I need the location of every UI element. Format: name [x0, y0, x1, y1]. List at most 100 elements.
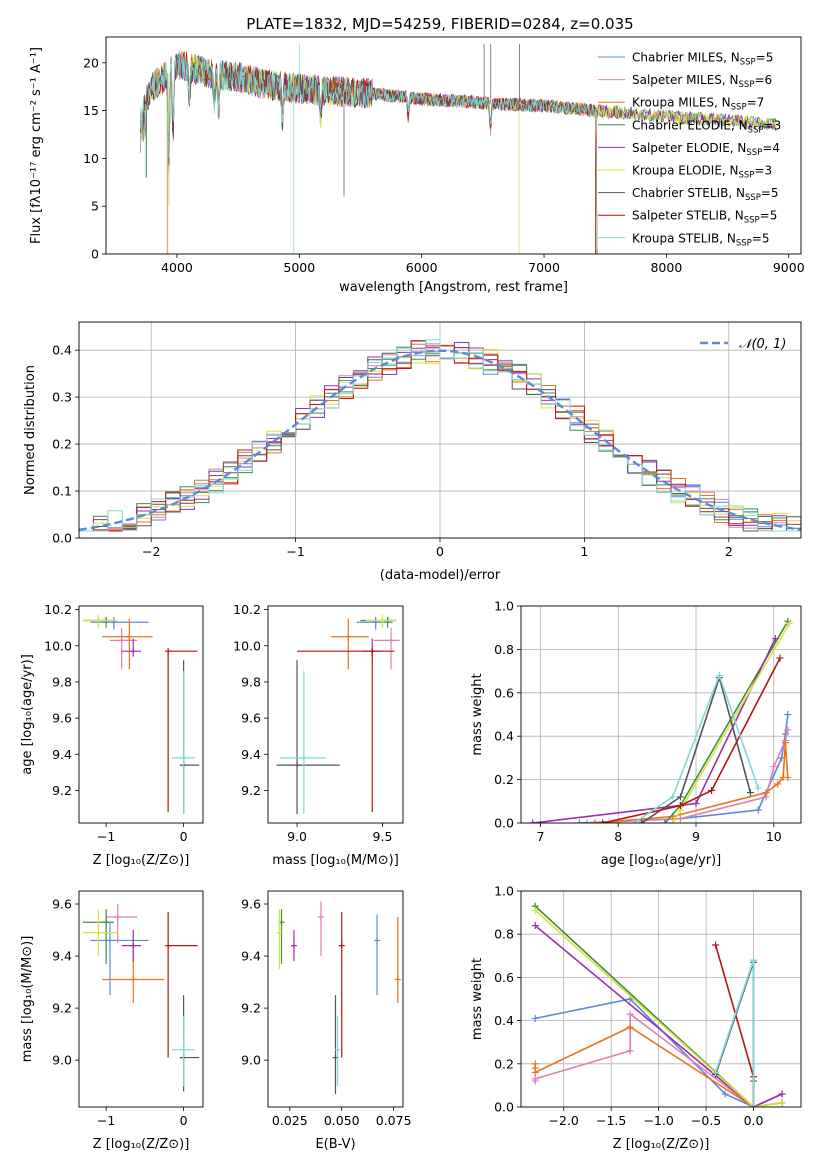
marker: [165, 942, 172, 949]
plot-area: [529, 617, 793, 823]
errorbar-point: [106, 904, 138, 944]
errorbar-point: [290, 930, 297, 962]
errorbar-point: [331, 618, 369, 670]
marker: [774, 780, 782, 788]
plot-area: [82, 904, 200, 1092]
marker: [591, 819, 599, 823]
marker: [317, 914, 324, 921]
marker: [130, 942, 137, 949]
plot-area: [139, 43, 777, 254]
marker: [394, 976, 401, 983]
y-tick-label: 20: [83, 55, 99, 70]
x-axis-label: Z [log₁₀(Z/Z⊙)]: [613, 1137, 710, 1152]
plot-area: [79, 339, 801, 532]
y-axis-label: mass weight: [470, 673, 485, 755]
y-tick-label: 9.0: [52, 1053, 72, 1068]
y-tick-label: 9.6: [52, 897, 72, 912]
axes-frame: [105, 36, 802, 255]
marker: [334, 1046, 341, 1053]
y-tick-label: 9.4: [52, 747, 72, 762]
y-tick-label: 10.0: [44, 638, 72, 653]
marker: [529, 819, 537, 823]
mass-weight-line: [633, 673, 759, 823]
figure-title: PLATE=1832, MJD=54259, FIBERID=0284, z=0…: [246, 15, 633, 33]
x-tick-label: 8: [614, 829, 622, 844]
x-axis-label: E(B-V): [315, 1137, 355, 1152]
marker: [345, 633, 352, 640]
y-tick-label: 0.1: [52, 484, 72, 499]
axes-frame: [267, 605, 404, 824]
x-tick-label: 0: [436, 544, 444, 559]
errorbar-point: [165, 911, 198, 1058]
marker: [114, 914, 121, 921]
marker: [130, 648, 137, 655]
y-axis-label: mass [log₁₀(M/M⊙)]: [20, 936, 35, 1063]
marker: [130, 976, 137, 983]
y-tick-label: 9.4: [241, 949, 261, 964]
marker: [676, 815, 684, 823]
marker: [784, 726, 792, 734]
marker: [583, 819, 591, 823]
panel-4: 9.0 9.5 9.2 9.4 9.6 9.8 10.0 10.2 mass [log₁₀(M/…: [233, 602, 404, 868]
errorbar-point: [102, 618, 153, 670]
x-tick-label: 2: [725, 544, 733, 559]
mass-weight-line: [534, 924, 783, 1107]
marker: [771, 635, 779, 643]
y-tick-label: 0.0: [494, 1100, 514, 1115]
y-tick-label: 9.2: [241, 1001, 261, 1016]
y-tick-label: 0.6: [494, 685, 514, 700]
errorbar-point: [179, 660, 200, 814]
axes-frame: [78, 890, 204, 1108]
marker: [374, 937, 381, 944]
marker: [746, 789, 754, 797]
marker: [531, 922, 539, 930]
panel-7: 0.025 0.050 0.075 9.0 9.2 9.4 9.6 E(B-V): [241, 890, 412, 1152]
y-tick-label: 9.8: [52, 674, 72, 689]
errorbar-point: [82, 615, 118, 628]
x-axis-label: age [log₁₀(age/yr)]: [601, 853, 722, 868]
y-tick-label: 0.0: [494, 816, 514, 831]
panel-8: −2.0 −1.5 −1.0 −0.5 0.0 0.0 0.2 0.4 0.6 0.8 1.0 Z […: [470, 884, 802, 1152]
y-tick-label: 0.4: [494, 1013, 514, 1028]
marker: [762, 789, 770, 797]
panel-1: 4000 5000 6000 7000 8000 9000 0 5 10 15 20 waveleng…: [29, 36, 805, 295]
x-tick-label: −1: [97, 829, 115, 844]
marker: [785, 619, 793, 627]
errorbar-point: [338, 911, 345, 1058]
x-tick-label: −1.5: [596, 1113, 626, 1128]
legend-label: Chabrier ELODIE, NSSP=3: [632, 118, 781, 135]
mass-weight-line: [534, 909, 783, 1107]
y-tick-label: 9.0: [241, 1053, 261, 1068]
marker: [290, 942, 297, 949]
spectrum-line: [139, 53, 777, 168]
x-tick-label: 9.0: [287, 829, 307, 844]
x-tick-label: 9: [692, 829, 700, 844]
marker: [531, 1068, 539, 1076]
errorbar-point: [110, 627, 138, 670]
y-axis-label: mass weight: [470, 958, 485, 1040]
histogram-series: [79, 339, 801, 532]
marker: [379, 617, 386, 624]
y-tick-label: 0.2: [494, 772, 514, 787]
x-tick-label: 7: [536, 829, 544, 844]
mass-weight-line: [714, 959, 755, 1107]
x-tick-label: −1: [97, 1113, 115, 1128]
legend-label: Chabrier MILES, NSSP=5: [632, 51, 773, 68]
marker: [126, 633, 133, 640]
spectrum-line: [139, 43, 598, 254]
errorbar-point: [172, 1015, 196, 1087]
marker: [369, 648, 376, 655]
marker: [180, 754, 187, 761]
x-tick-label: 0: [180, 1113, 188, 1128]
x-tick-label: 0.0: [744, 1113, 764, 1128]
errorbar-point: [82, 909, 118, 957]
x-tick-label: 9.5: [373, 829, 393, 844]
errorbar-point: [373, 627, 400, 670]
marker: [778, 1099, 786, 1107]
x-tick-label: 1: [580, 544, 588, 559]
y-tick-label: 9.6: [241, 711, 261, 726]
mass-weight-line: [602, 657, 781, 823]
marker: [118, 637, 125, 644]
errorbar-point: [121, 930, 141, 962]
x-tick-label: 5000: [283, 260, 315, 275]
